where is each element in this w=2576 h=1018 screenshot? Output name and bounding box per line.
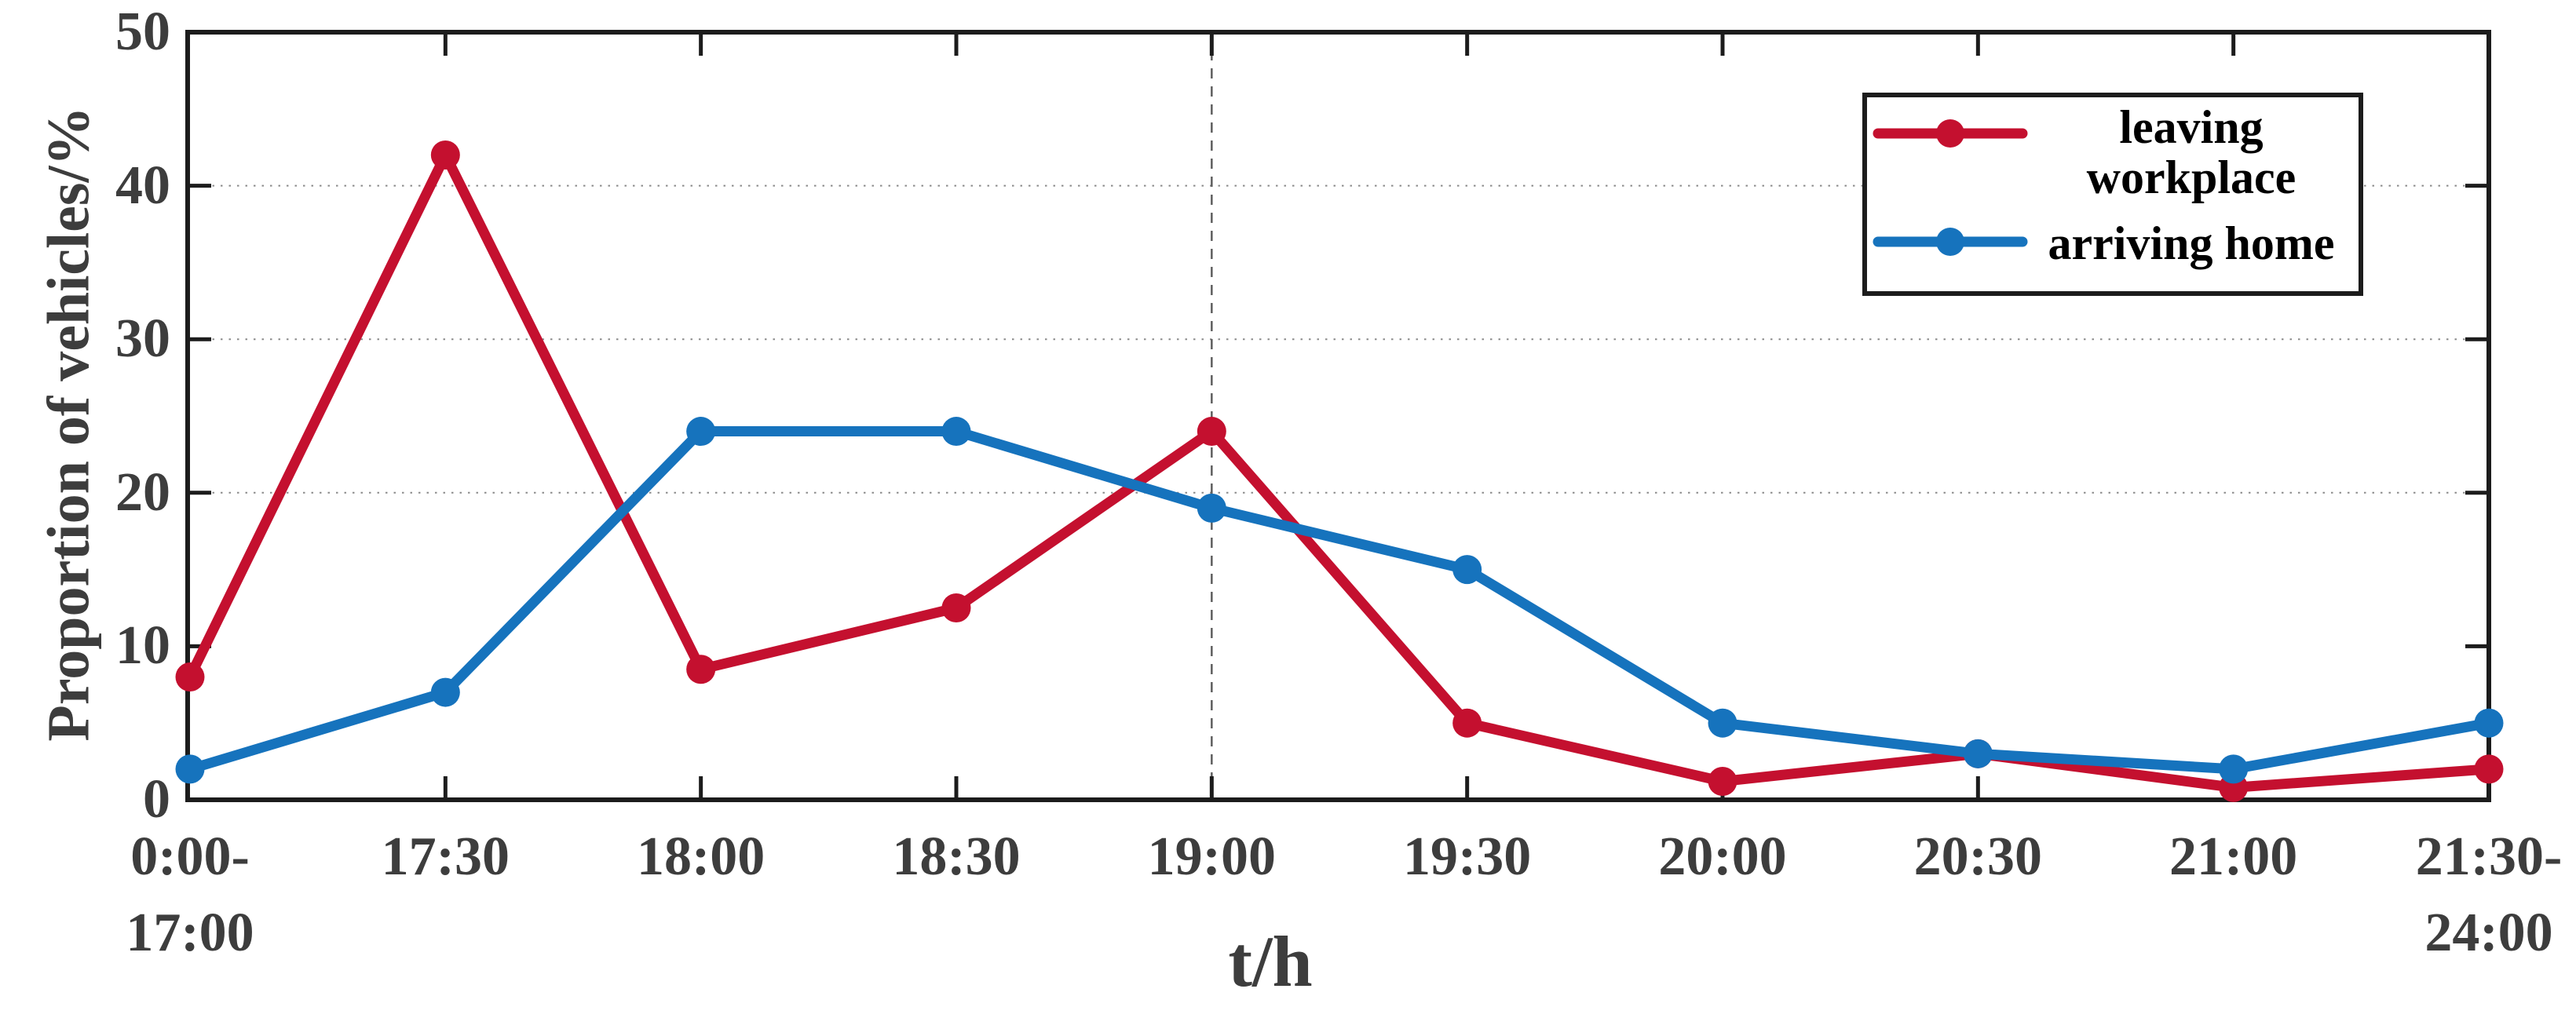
data-point-marker: [941, 593, 971, 622]
x-tick-label: 19:00: [1147, 826, 1276, 887]
legend-item-leaving-workplace: leaving workplace: [1872, 102, 2354, 212]
x-axis-title: t/h: [1228, 921, 1313, 1002]
legend-label-leaving-workplace: leaving workplace: [2086, 101, 2296, 204]
x-tick-label: 20:00: [1658, 826, 1787, 887]
data-point-marker: [2219, 754, 2249, 784]
data-point-marker: [430, 677, 460, 707]
legend-line-sample-blue: [1873, 228, 2028, 256]
y-tick-label: 10: [115, 615, 170, 677]
data-point-marker: [1452, 555, 1482, 585]
legend-sample-marker: [1936, 228, 1964, 256]
gridlines: [188, 32, 2489, 800]
y-tick-label: 40: [115, 155, 170, 216]
axes-border: [185, 30, 2491, 802]
x-tick-label: 21:00: [2169, 826, 2298, 887]
data-point-marker: [1963, 739, 1993, 768]
series-line-arriving-home: [185, 426, 2494, 775]
series-arriving-home: [175, 417, 2504, 784]
legend: leaving workplace arriving home: [1862, 93, 2363, 296]
legend-label-arriving-home: arriving home: [2048, 217, 2335, 269]
legend-line-sample-red: [1873, 119, 2028, 148]
y-tick-label: 20: [115, 462, 170, 523]
data-point-marker: [175, 754, 205, 784]
legend-sample-marker: [1936, 119, 1964, 148]
data-point-marker: [686, 655, 716, 684]
data-point-marker: [941, 417, 971, 447]
data-point-marker: [1197, 493, 1226, 523]
series-leaving-workplace: [175, 140, 2504, 802]
data-point-marker: [175, 662, 205, 692]
x-tick-label: 18:00: [637, 826, 765, 887]
x-tick-label: 20:30: [1913, 826, 2042, 887]
data-point-marker: [686, 417, 716, 447]
y-tick-label: 30: [115, 308, 170, 370]
data-point-marker: [2474, 708, 2504, 738]
series-line-leaving-workplace: [185, 149, 2494, 793]
x-tick-label: 0:00- 17:00: [126, 826, 254, 963]
data-point-marker: [2474, 754, 2504, 784]
x-tick-label: 17:30: [381, 826, 510, 887]
data-point-marker: [1452, 708, 1482, 738]
x-tick-label: 21:30- 24:00: [2415, 826, 2563, 963]
legend-item-arriving-home: arriving home: [1872, 212, 2354, 268]
data-point-marker: [1708, 708, 1737, 738]
x-tick-label: 19:30: [1403, 826, 1532, 887]
x-tick-label: 18:30: [892, 826, 1021, 887]
data-point-marker: [430, 140, 460, 170]
data-point-marker: [1708, 767, 1737, 797]
data-point-marker: [1197, 417, 1226, 447]
y-tick-label: 50: [115, 2, 170, 62]
y-tick-label: 0: [143, 769, 170, 830]
